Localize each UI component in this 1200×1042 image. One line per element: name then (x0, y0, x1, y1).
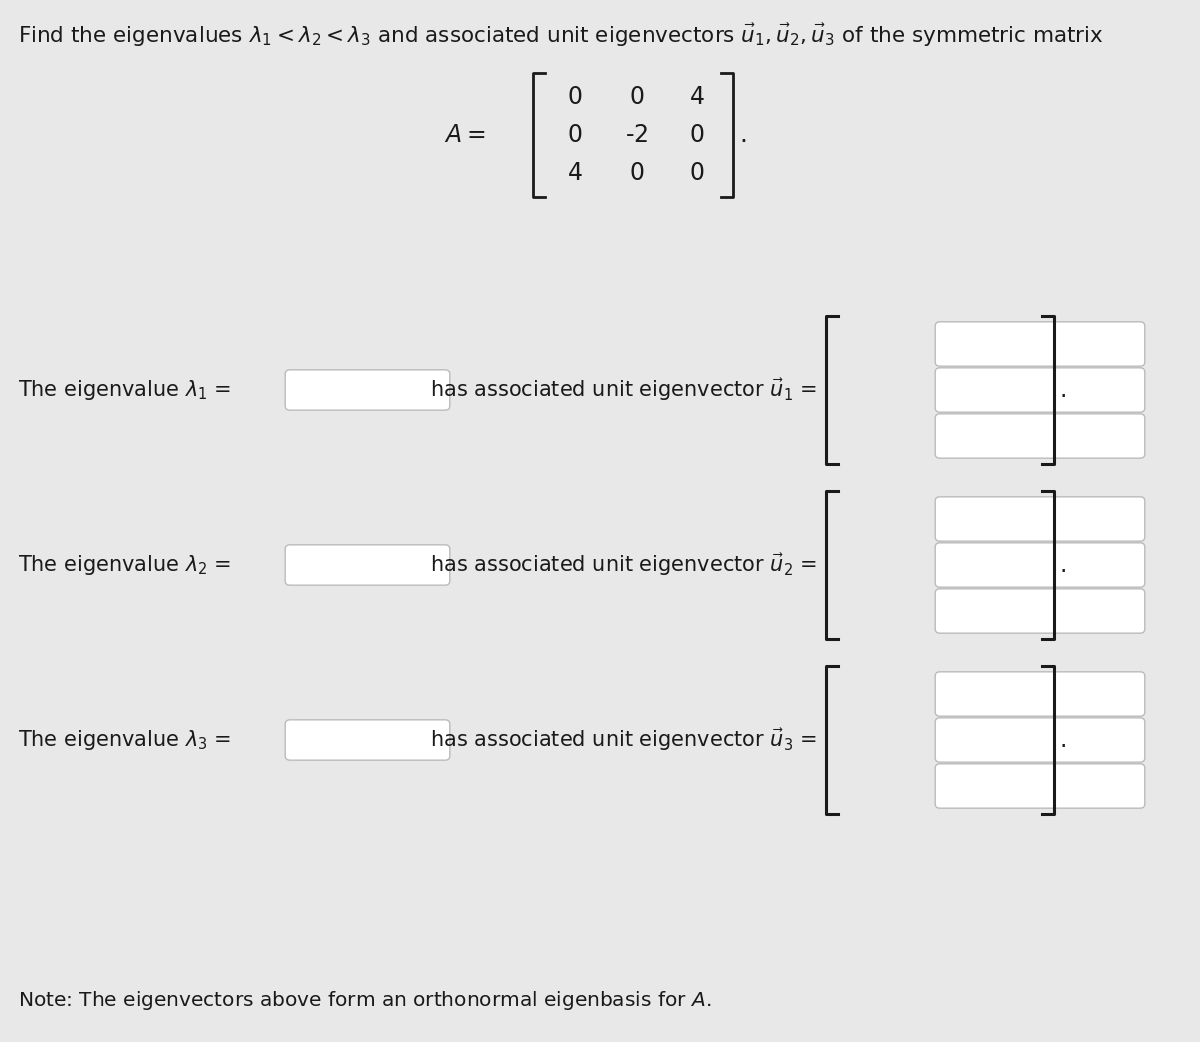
Text: $0$: $0$ (689, 162, 704, 185)
Text: $0$: $0$ (568, 123, 583, 147)
Text: Find the eigenvalues $\lambda_1 < \lambda_2 < \lambda_3$ and associated unit eig: Find the eigenvalues $\lambda_1 < \lambd… (18, 22, 1104, 49)
Text: .: . (1060, 378, 1067, 402)
FancyBboxPatch shape (935, 543, 1145, 588)
Text: has associated unit eigenvector $\vec{u}_1$ =: has associated unit eigenvector $\vec{u}… (430, 376, 817, 403)
FancyBboxPatch shape (935, 764, 1145, 809)
Text: has associated unit eigenvector $\vec{u}_2$ =: has associated unit eigenvector $\vec{u}… (430, 551, 817, 578)
Text: $A = $: $A = $ (444, 123, 485, 147)
FancyBboxPatch shape (286, 370, 450, 411)
Text: The eigenvalue $\lambda_2$ =: The eigenvalue $\lambda_2$ = (18, 553, 232, 577)
Text: Note: The eigenvectors above form an orthonormal eigenbasis for $A$.: Note: The eigenvectors above form an ort… (18, 989, 712, 1012)
Text: $0$: $0$ (568, 85, 583, 109)
Text: $4$: $4$ (689, 85, 704, 109)
FancyBboxPatch shape (935, 322, 1145, 366)
FancyBboxPatch shape (286, 545, 450, 586)
FancyBboxPatch shape (935, 718, 1145, 762)
FancyBboxPatch shape (935, 497, 1145, 541)
Text: The eigenvalue $\lambda_3$ =: The eigenvalue $\lambda_3$ = (18, 728, 232, 752)
Text: $0$: $0$ (629, 85, 644, 109)
FancyBboxPatch shape (935, 414, 1145, 458)
Text: The eigenvalue $\lambda_1$ =: The eigenvalue $\lambda_1$ = (18, 378, 232, 402)
Text: .: . (1060, 553, 1067, 577)
Text: $0$: $0$ (629, 162, 644, 185)
FancyBboxPatch shape (935, 672, 1145, 716)
Text: .: . (1060, 728, 1067, 752)
Text: $\text{-}2$: $\text{-}2$ (625, 123, 648, 147)
Text: $0$: $0$ (689, 123, 704, 147)
Text: has associated unit eigenvector $\vec{u}_3$ =: has associated unit eigenvector $\vec{u}… (430, 726, 817, 753)
FancyBboxPatch shape (935, 368, 1145, 413)
FancyBboxPatch shape (286, 720, 450, 761)
Text: $4$: $4$ (568, 162, 583, 185)
Text: .: . (739, 123, 746, 147)
FancyBboxPatch shape (935, 589, 1145, 634)
